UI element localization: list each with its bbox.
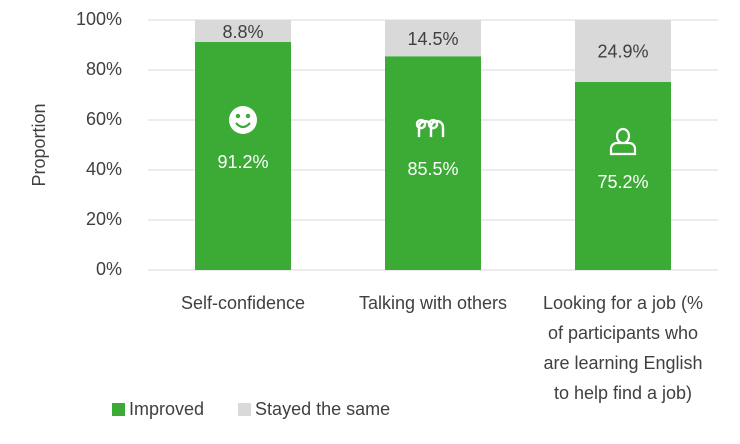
icon <box>229 106 257 134</box>
icon <box>609 127 637 156</box>
x-tick-label-line: Self-confidence <box>181 293 305 313</box>
x-tick-label: Looking for a job (% of participants who a… <box>543 293 703 403</box>
legend-swatch <box>112 403 125 416</box>
legend-label: Improved <box>129 399 204 419</box>
bar-segment <box>385 56 481 270</box>
icon-eye <box>235 113 241 119</box>
legend-swatch <box>238 403 252 416</box>
y-tick-label: 60% <box>86 109 122 129</box>
y-tick-label: 80% <box>86 59 122 79</box>
icon-person <box>609 127 637 156</box>
x-tick-label-line: Looking for a job (% <box>543 293 703 313</box>
y-tick-label: 40% <box>86 159 122 179</box>
x-tick-label: Talking with others <box>359 293 507 313</box>
icon-mouth <box>235 122 251 129</box>
value-label: 14.5% <box>407 29 458 49</box>
value-label: 24.9% <box>597 42 648 62</box>
bar-segment <box>385 20 481 57</box>
value-label: 75.2% <box>597 172 648 192</box>
icon <box>415 118 445 138</box>
x-tick-label-line: are learning English <box>543 353 702 373</box>
value-label: 85.5% <box>407 159 458 179</box>
bar-segment <box>575 82 671 270</box>
icon-face <box>229 106 257 134</box>
icon-eye <box>245 113 251 119</box>
y-tick-label: 20% <box>86 209 122 229</box>
y-axis-label: Proportion <box>29 103 49 186</box>
x-tick-label: Self-confidence <box>181 293 305 313</box>
y-tick-label: 0% <box>96 259 122 279</box>
value-label: 91.2% <box>217 152 268 172</box>
icon-people <box>415 118 445 138</box>
bar-segment <box>195 20 291 42</box>
y-tick-label: 100% <box>76 9 122 29</box>
value-label: 8.8% <box>222 22 263 42</box>
x-tick-label-line: to help find a job) <box>554 383 692 403</box>
x-tick-label-line: Talking with others <box>359 293 507 313</box>
x-tick-label-line: of participants who <box>548 323 698 343</box>
legend-label: Stayed the same <box>255 399 390 419</box>
bar-segment <box>195 42 291 270</box>
bar-segment <box>575 19 671 82</box>
